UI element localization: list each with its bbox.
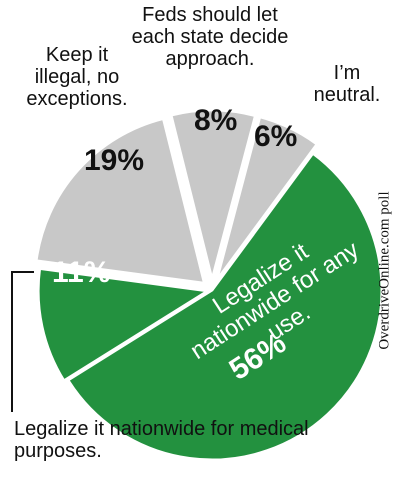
pie-slice — [214, 114, 320, 282]
pie-slice — [65, 151, 384, 462]
pie-slice — [34, 116, 207, 286]
category-label: I’m neutral. — [313, 62, 381, 106]
value-label: 8% — [194, 104, 238, 137]
leader-line — [11, 271, 34, 412]
value-label: 11% — [52, 256, 111, 289]
pie-slice — [169, 108, 258, 281]
value-label: 6% — [254, 120, 298, 153]
pie-slice — [36, 266, 213, 383]
category-label: Keep it illegal, no exceptions. — [26, 44, 128, 110]
value-label: 19% — [84, 144, 145, 177]
category-label: Legalize it nationwide for medical purpo… — [14, 418, 309, 462]
category-label: Feds should let each state decide approa… — [131, 4, 289, 70]
